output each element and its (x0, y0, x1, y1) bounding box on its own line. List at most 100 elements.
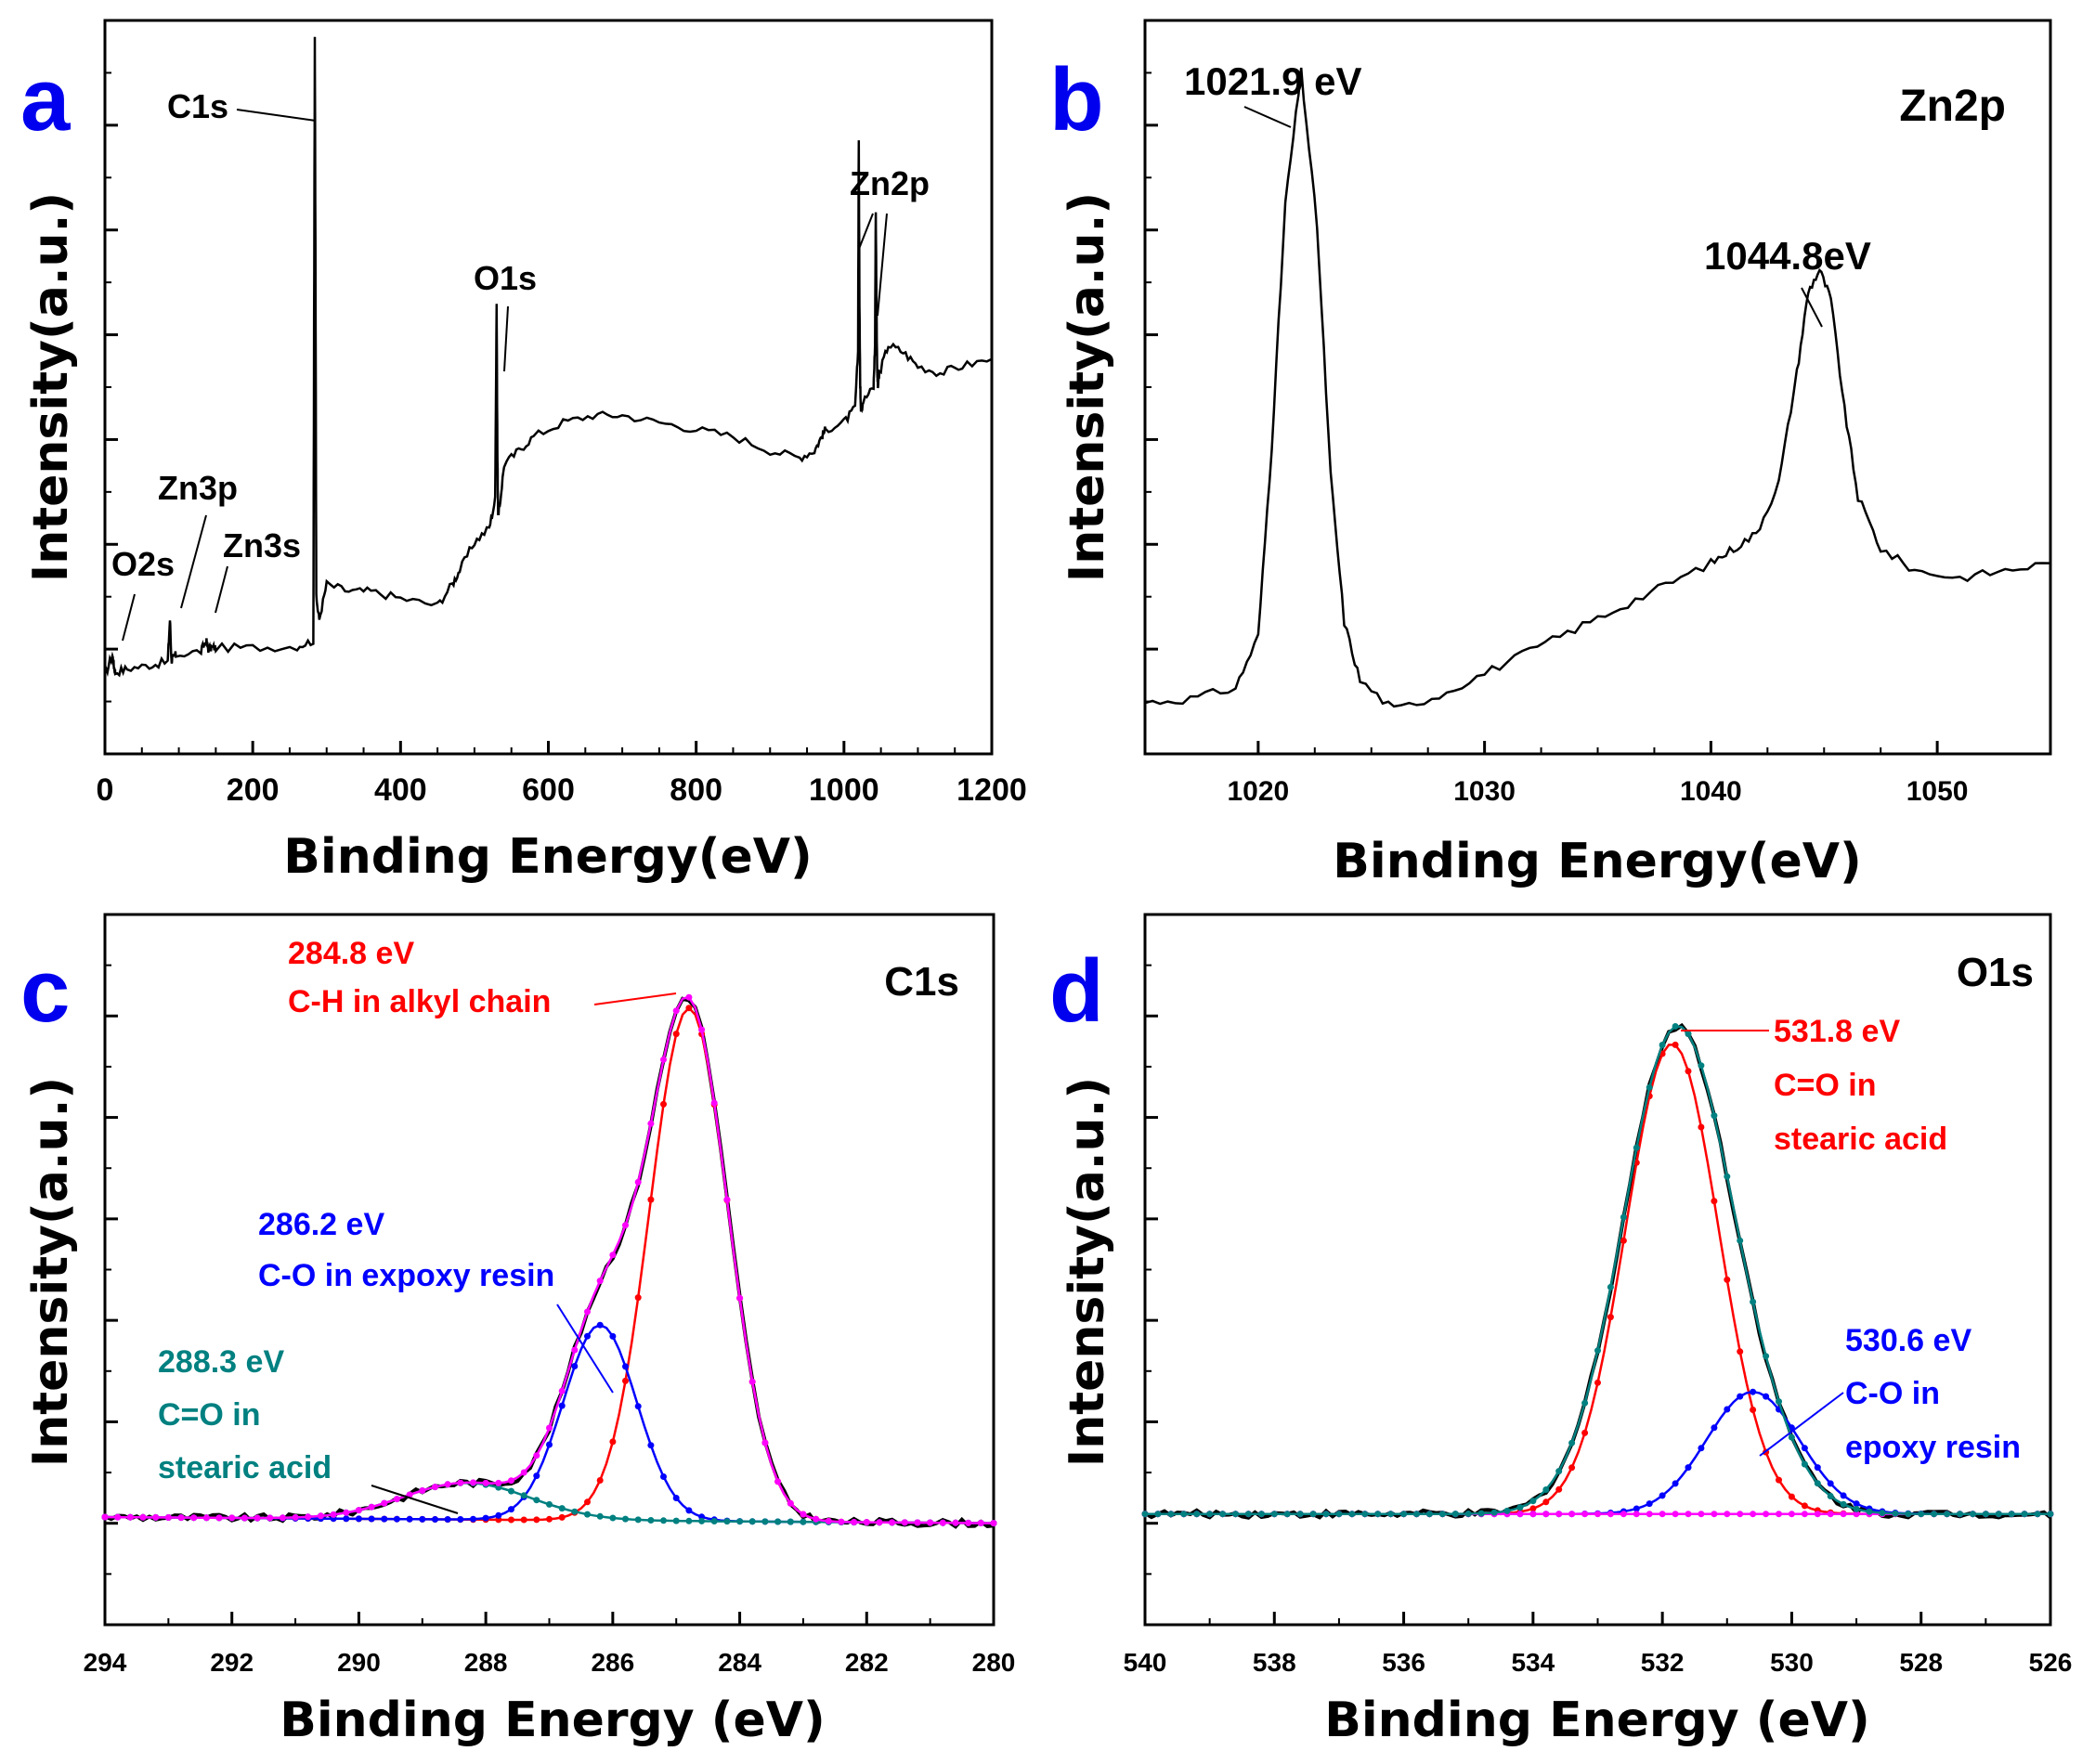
series-marker (622, 1515, 629, 1523)
series-marker (685, 1507, 693, 1514)
panel-b-xlabel: Binding Energy(eV) (1333, 834, 1862, 889)
series-marker (267, 1514, 274, 1522)
x-tick-label: 1000 (809, 772, 879, 808)
annotation-o1s-arrow (503, 305, 509, 372)
series-marker (965, 1519, 972, 1526)
panel-c-title: C1s (884, 959, 959, 1005)
series-marker (1698, 1123, 1705, 1131)
series-marker (1620, 1511, 1627, 1518)
series-marker (901, 1519, 908, 1526)
annotation-284-8-energy: 284.8 eV (288, 936, 414, 971)
series-marker (533, 1497, 540, 1504)
annotation-284-8-desc: C-H in alkyl chain (288, 984, 551, 1019)
series-marker (1633, 1511, 1640, 1518)
series-marker (1685, 1464, 1692, 1472)
series-marker (533, 1516, 540, 1524)
series-marker (1141, 1511, 1149, 1518)
series-marker (1620, 1213, 1627, 1221)
x-tick-label: 800 (670, 772, 722, 808)
series-marker (952, 1519, 959, 1526)
series-marker (1477, 1510, 1485, 1517)
series-marker (1801, 1511, 1808, 1518)
series-marker (1516, 1504, 1524, 1511)
series-marker (508, 1487, 514, 1495)
series-marker (1698, 1062, 1705, 1070)
series-marker (1659, 1042, 1666, 1048)
series-marker (1737, 1393, 1744, 1400)
annotation-c1s: C1s (167, 87, 228, 125)
series-marker (1763, 1393, 1770, 1400)
series-marker (1581, 1399, 1589, 1407)
series-marker (1814, 1511, 1821, 1518)
x-tick-label: 532 (1641, 1648, 1685, 1677)
series-marker (1581, 1511, 1589, 1518)
series-marker (1568, 1511, 1576, 1518)
series-marker (927, 1519, 934, 1526)
annotation-o2s-arrow (122, 593, 136, 642)
series-marker (1724, 1511, 1731, 1518)
panel-a-xlabel: Binding Energy(eV) (283, 829, 813, 885)
annotation-530-6-energy: 530.6 eV (1845, 1323, 1971, 1358)
series-marker (672, 1495, 680, 1501)
series-marker (343, 1515, 350, 1523)
x-tick-label: 0 (97, 772, 114, 808)
series-marker (584, 1308, 591, 1316)
series-marker (1607, 1511, 1614, 1518)
series-marker (1594, 1379, 1601, 1386)
panel-d-title: O1s (1957, 950, 2034, 995)
series-marker (1413, 1511, 1420, 1518)
series-marker (1982, 1511, 1989, 1518)
series-marker (1672, 1480, 1679, 1487)
series-marker (1801, 1460, 1808, 1468)
series-marker (609, 1252, 617, 1259)
series-marker (1633, 1505, 1640, 1512)
series-marker (596, 1512, 604, 1520)
panel-label-a: a (20, 50, 71, 149)
series-marker (1737, 1237, 1744, 1244)
series-marker (1905, 1511, 1912, 1518)
series-marker (672, 1517, 680, 1524)
series-marker (368, 1515, 375, 1523)
series-marker (1232, 1511, 1239, 1518)
annotation-288-3-desc-1: C=O in (158, 1397, 261, 1433)
series-marker (748, 1518, 756, 1525)
series-marker (1776, 1398, 1782, 1406)
series-marker (889, 1519, 896, 1526)
series-marker (647, 1517, 655, 1524)
annotation-530-6-desc-2: epoxy resin (1845, 1430, 2021, 1465)
series-marker (825, 1517, 832, 1524)
series-marker (355, 1515, 362, 1523)
series-marker (1892, 1510, 1899, 1517)
annotation-1021-9: 1021.9 eV (1184, 59, 1362, 103)
series-marker (1568, 1464, 1576, 1472)
series-marker (1853, 1505, 1860, 1512)
series-marker (1542, 1498, 1550, 1506)
series-marker (609, 1332, 617, 1340)
series-marker (444, 1481, 451, 1488)
series-marker (1296, 1511, 1304, 1518)
series-marker (482, 1514, 489, 1522)
series-marker (228, 1514, 236, 1522)
series-marker (787, 1518, 794, 1525)
series-marker (977, 1520, 984, 1526)
series-marker (1698, 1511, 1705, 1518)
series-marker (1594, 1347, 1601, 1355)
series-marker (634, 1294, 642, 1302)
series-marker (1685, 1511, 1692, 1518)
series-marker (1400, 1511, 1408, 1518)
series-marker (1438, 1511, 1446, 1518)
x-tick-label: 534 (1511, 1648, 1555, 1677)
series-marker (1853, 1500, 1860, 1508)
panel-c-axes: 294 292 290 288 286 284 282 280 (84, 913, 1015, 1677)
x-tick-label: 294 (84, 1648, 127, 1677)
series-marker (1995, 1511, 2002, 1518)
panel-b: 1020 1030 1040 1050 Binding Energy(eV) Inte… (1060, 19, 2052, 889)
series-marker (685, 1517, 693, 1524)
series-marker (939, 1519, 946, 1526)
series-marker (1607, 1283, 1614, 1291)
series-marker (2021, 1511, 2028, 1518)
annotation-530-6-arrow (1759, 1392, 1844, 1457)
series-marker (241, 1514, 248, 1522)
series-marker (672, 1007, 680, 1015)
annotation-zn3p-arrow (180, 514, 207, 609)
